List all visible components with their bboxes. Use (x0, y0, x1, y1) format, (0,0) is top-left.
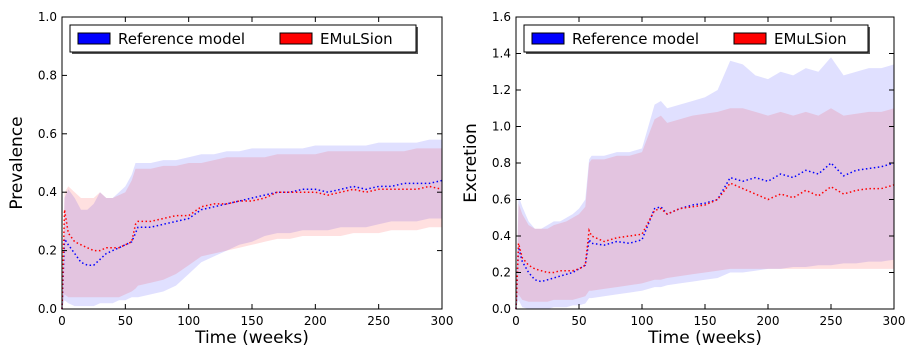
x-axis-label: Time (weeks) (647, 328, 762, 348)
series-line-emulsion (515, 182, 895, 310)
band-reference-model (62, 139, 442, 309)
y-tick-label: 1.0 (38, 10, 57, 24)
y-tick-label: 0.8 (38, 68, 57, 82)
y-axis-label: Excretion (461, 123, 481, 203)
band-reference-model (516, 57, 894, 310)
y-tick-label: 0.0 (38, 302, 57, 316)
band-emulsion (62, 148, 442, 309)
y-tick-label: 0.2 (492, 266, 511, 280)
legend: Reference model EMuLSion (523, 24, 870, 54)
y-tick-label: 0.4 (492, 229, 511, 243)
legend-swatch-emulsion (279, 32, 313, 45)
x-tick-label: 250 (820, 314, 843, 328)
y-tick-label: 0.6 (492, 193, 511, 207)
x-tick-label: 100 (631, 314, 654, 328)
x-tick-label: 150 (694, 314, 717, 328)
y-tick-label: 0.8 (492, 156, 511, 170)
series-line-emulsion (61, 185, 443, 310)
legend-swatch-emulsion (733, 32, 767, 45)
legend-label-emulsion: EMuLSion (774, 30, 847, 48)
y-axis-label: Prevalence (7, 116, 27, 209)
legend-swatch-reference-model (77, 32, 111, 45)
y-tick-label: 0.2 (38, 244, 57, 258)
y-tick-label: 1.6 (492, 10, 511, 24)
legend-box (523, 24, 869, 53)
x-tick-label: 50 (571, 314, 586, 328)
x-axis-label: Time (weeks) (194, 328, 309, 348)
x-tick-label: 100 (177, 314, 200, 328)
x-tick-label: 0 (58, 314, 66, 328)
y-tick-label: 1.2 (492, 83, 511, 97)
y-tick-label: 1.4 (492, 47, 511, 61)
x-tick-label: 50 (118, 314, 133, 328)
x-tick-label: 300 (431, 314, 454, 328)
x-tick-label: 150 (241, 314, 264, 328)
x-tick-label: 200 (304, 314, 327, 328)
x-tick-label: 300 (883, 314, 906, 328)
band-emulsion (516, 108, 894, 309)
series-line-reference-model (515, 161, 895, 310)
legend-swatch-reference-model (531, 32, 565, 45)
x-tick-label: 200 (757, 314, 780, 328)
y-tick-label: 0.6 (38, 127, 57, 141)
y-tick-label: 0.4 (38, 185, 57, 199)
y-tick-label: 1.0 (492, 120, 511, 134)
legend: Reference model EMuLSion (69, 24, 418, 54)
legend-label-reference-model: Reference model (572, 30, 699, 48)
series-line-reference-model (61, 179, 443, 310)
chart-excretion: 0 50 100 150 200 250 300 0.0 0.2 0.4 0.6 0.8 1.0 1.2 1… (461, 10, 905, 348)
legend-box (69, 24, 417, 53)
x-tick-label: 250 (367, 314, 390, 328)
x-tick-label: 0 (512, 314, 520, 328)
legend-label-reference-model: Reference model (118, 30, 245, 48)
legend-label-emulsion: EMuLSion (320, 30, 393, 48)
y-tick-label: 0.0 (492, 302, 511, 316)
chart-prevalence: 0 50 100 150 200 250 300 0.0 0.2 0.4 0.6 0.8 1.0 Time… (7, 10, 453, 348)
